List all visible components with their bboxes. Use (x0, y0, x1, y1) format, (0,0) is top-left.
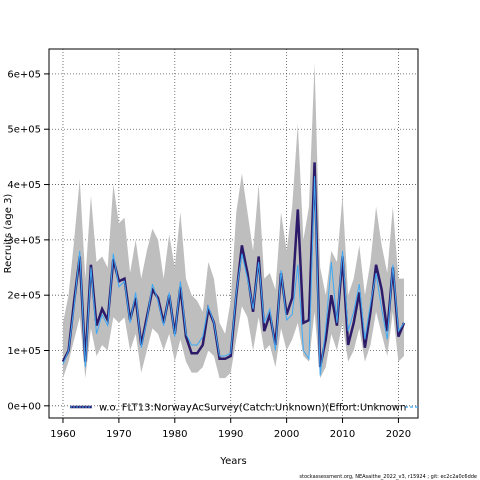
x-tick-label: 1990 (218, 429, 243, 440)
legend: w.o. FLT13:NorwayAcSurvey(Catch:Unknown)… (70, 403, 418, 414)
x-axis: 1960 1970 1980 1990 2000 2010 2020 (50, 418, 411, 440)
x-tick-label: 2000 (274, 429, 299, 440)
footer-credit: stockassessment.org, NEAsaithe_2022_v3, … (299, 474, 477, 480)
y-axis-title: Recruits (age 3) (3, 194, 14, 274)
y-tick-label: 3e+05 (7, 235, 41, 246)
x-tick-label: 1980 (162, 429, 187, 440)
y-tick-label: 5e+05 (7, 125, 41, 136)
x-tick-label: 1970 (106, 429, 131, 440)
x-tick-label: 2020 (386, 429, 411, 440)
y-axis: 0e+00 1e+05 2e+05 3e+05 4e+05 5e+05 6e+05 (7, 69, 49, 412)
x-tick-label: 2010 (330, 429, 355, 440)
x-axis-title: Years (219, 456, 246, 467)
y-tick-label: 0e+00 (7, 401, 41, 412)
series-line-2 (62, 176, 405, 376)
y-tick-label: 6e+05 (7, 69, 41, 80)
legend-label: w.o. FLT13:NorwayAcSurvey(Catch:Unknown)… (99, 403, 406, 414)
y-tick-label: 2e+05 (7, 291, 41, 302)
y-tick-label: 4e+05 (7, 180, 41, 191)
grid-lines (49, 49, 418, 418)
y-tick-label: 1e+05 (7, 346, 41, 357)
x-tick-label: 1960 (50, 429, 75, 440)
plot-frame (48, 48, 419, 419)
series-lines (61, 162, 406, 376)
